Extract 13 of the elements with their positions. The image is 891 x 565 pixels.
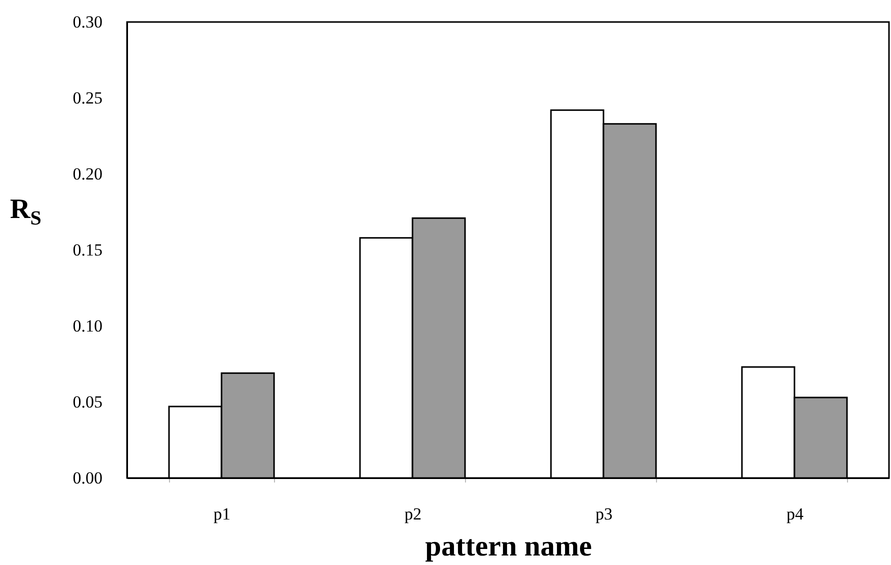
x-tick-label: p1 — [214, 504, 231, 524]
x-tick-label: p2 — [404, 504, 422, 524]
y-tick-label: 0.30 — [72, 12, 102, 32]
y-tick-label: 0.05 — [72, 392, 102, 412]
x-tick-label: p3 — [595, 504, 612, 524]
y-tick-label: 0.15 — [72, 240, 102, 260]
x-tick-label: p4 — [786, 504, 804, 524]
y-tick-label: 0.20 — [72, 164, 102, 184]
x-axis-title: pattern name — [425, 530, 592, 562]
y-tick-label: 0.25 — [72, 88, 102, 108]
y-tick-label: 0.10 — [72, 316, 102, 336]
y-axis-title: R$_{S}$ — [10, 194, 42, 231]
y-tick-label: 0.00 — [72, 468, 102, 488]
